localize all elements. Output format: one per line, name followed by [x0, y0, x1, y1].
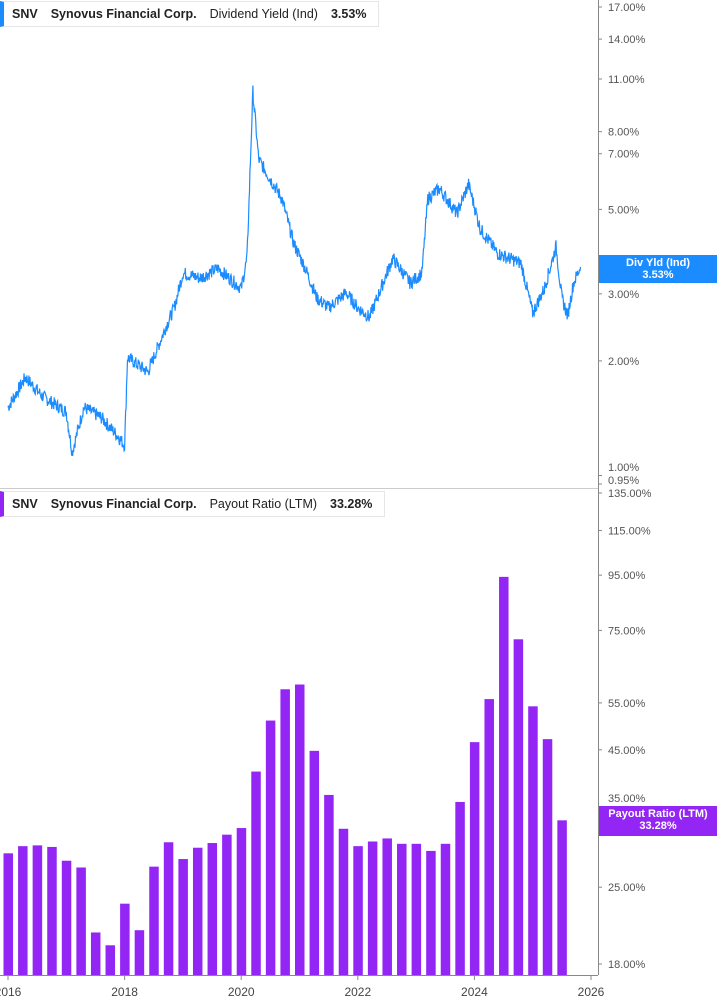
tag-value: 33.28% [639, 820, 677, 832]
y-tick-label: 115.00% [608, 526, 651, 538]
y-tick-label: 2.00% [608, 356, 639, 368]
x-tick-label: 2018 [111, 985, 138, 999]
payout-bar [528, 706, 538, 975]
payout-bar [411, 843, 422, 975]
payout-bar [499, 576, 509, 975]
payout-bar [105, 945, 116, 975]
payout-bar [61, 860, 72, 975]
tag-value: 3.53% [642, 269, 674, 281]
payout-bar [149, 866, 159, 975]
payout-bar [178, 859, 188, 975]
payout-bar [353, 846, 363, 975]
payout-bar [18, 846, 28, 975]
y-tick-label: 7.00% [608, 149, 639, 161]
legend-value: 33.28% [330, 497, 373, 511]
y-tick-label: 17.00% [608, 2, 646, 14]
payout-bar [76, 867, 86, 975]
payout-bar [397, 843, 407, 975]
tag-label: Payout Ratio (LTM) [608, 808, 708, 820]
payout-bar [426, 850, 436, 975]
y-tick-label: 8.00% [608, 127, 639, 139]
y-tick-label: 1.00% [608, 462, 639, 474]
y-tick-label: 14.00% [608, 34, 646, 46]
payout-bar [120, 903, 130, 975]
x-tick-label: 2020 [228, 985, 255, 999]
payout-last-value-tag: Payout Ratio (LTM) 33.28% [599, 806, 717, 836]
payout-bar [280, 689, 290, 975]
y-tick-label: 11.00% [608, 74, 645, 86]
yield-legend: SNV Synovus Financial Corp. Dividend Yie… [0, 1, 380, 27]
payout-bar [265, 720, 276, 975]
payout-bar [382, 838, 392, 975]
y-tick-label: 135.00% [608, 488, 652, 500]
payout-bar [338, 828, 349, 975]
payout-bar [455, 801, 465, 975]
x-tick-label: 2024 [461, 985, 488, 999]
dividend-yield-line [7, 85, 582, 457]
y-tick-label: 25.00% [608, 882, 646, 894]
legend-value: 3.53% [330, 7, 367, 21]
payout-bar [47, 846, 57, 975]
payout-bar [484, 699, 494, 975]
payout-bar [134, 930, 145, 975]
y-tick-label: 95.00% [608, 570, 646, 582]
payout-bar [469, 742, 480, 975]
y-tick-label: 18.00% [608, 959, 646, 971]
yield-last-value-tag: Div Yld (Ind) 3.53% [599, 255, 717, 283]
payout-bar [367, 841, 378, 975]
y-tick-label: 5.00% [608, 204, 639, 216]
y-tick-label: 45.00% [608, 745, 646, 757]
y-tick-label: 55.00% [608, 698, 646, 710]
payout-bar [251, 771, 261, 975]
x-tick-label: 2016 [0, 985, 22, 999]
payout-bar [163, 842, 174, 975]
payout-bar [207, 843, 218, 975]
x-tick-label: 2026 [578, 985, 605, 999]
payout-bar [90, 932, 101, 975]
payout-bar [3, 853, 13, 975]
y-tick-label: 75.00% [608, 625, 646, 637]
y-tick-label: 0.95% [608, 475, 639, 487]
payout-bar [324, 794, 334, 975]
payout-bar [309, 750, 320, 975]
legend-ticker: SNV [12, 497, 38, 511]
y-tick-label: 35.00% [608, 793, 646, 805]
payout-bar [32, 845, 43, 975]
y-tick-label: 3.00% [608, 289, 639, 301]
legend-metric: Payout Ratio (LTM) [209, 497, 318, 511]
legend-company: Synovus Financial Corp. [50, 7, 197, 21]
payout-bar [236, 828, 247, 975]
payout-bar [542, 739, 553, 975]
x-tick-label: 2022 [344, 985, 371, 999]
tag-label: Div Yld (Ind) [626, 257, 690, 269]
payout-bar [557, 820, 567, 975]
payout-legend: SNV Synovus Financial Corp. Payout Ratio… [0, 491, 386, 517]
legend-company: Synovus Financial Corp. [50, 497, 197, 511]
legend-ticker: SNV [12, 7, 38, 21]
payout-bar [295, 684, 305, 975]
payout-bar [513, 639, 524, 975]
legend-metric: Dividend Yield (Ind) [209, 7, 318, 21]
payout-bar [192, 847, 203, 975]
payout-bar [222, 834, 232, 975]
payout-bar [440, 843, 451, 975]
